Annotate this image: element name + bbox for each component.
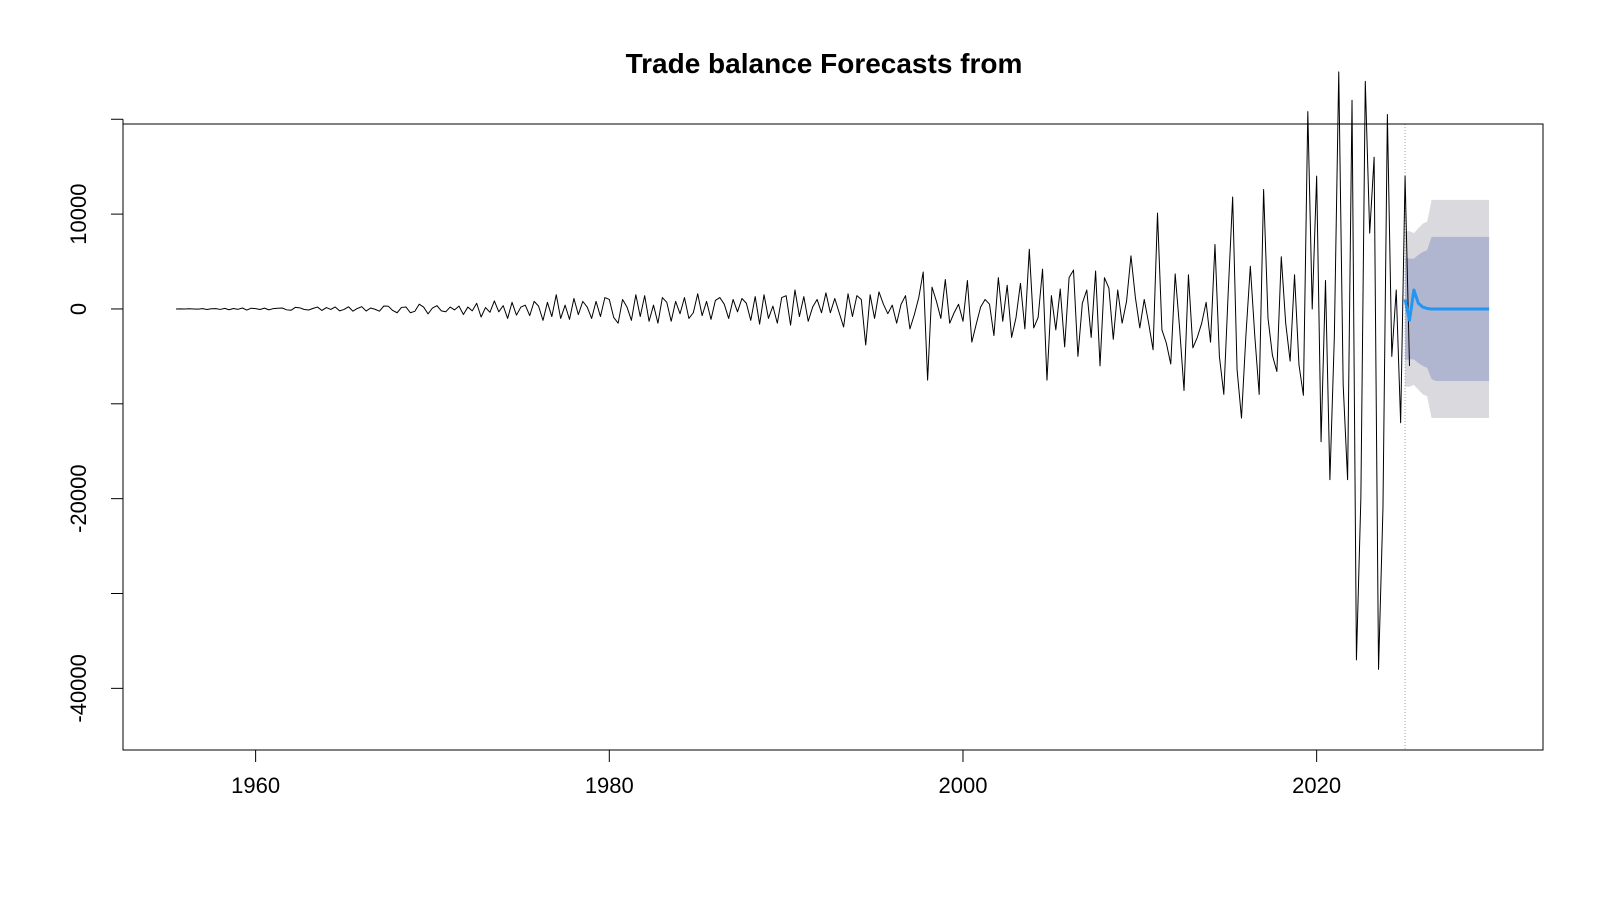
plot-frame <box>122 123 1544 751</box>
x-tick-label: 1980 <box>585 773 634 798</box>
y-tick-label: 0 <box>66 303 91 315</box>
y-tick-label: -20000 <box>66 464 91 533</box>
chart-title: Trade balance Forecasts from <box>626 48 1023 79</box>
y-tick-label: -40000 <box>66 654 91 723</box>
interval-layer <box>1404 124 1490 750</box>
x-tick-label: 1960 <box>231 773 280 798</box>
series-layer <box>176 71 1490 670</box>
axis-layer: 1960 1980 2000 2020 -40000 -20000 0 10000 <box>66 118 1544 798</box>
forecast-series-line <box>1403 288 1490 322</box>
x-tick-label: 2000 <box>938 773 987 798</box>
historical-series-line <box>176 71 1410 670</box>
x-tick-label: 2020 <box>1292 773 1341 798</box>
y-tick-label: 10000 <box>66 184 91 245</box>
